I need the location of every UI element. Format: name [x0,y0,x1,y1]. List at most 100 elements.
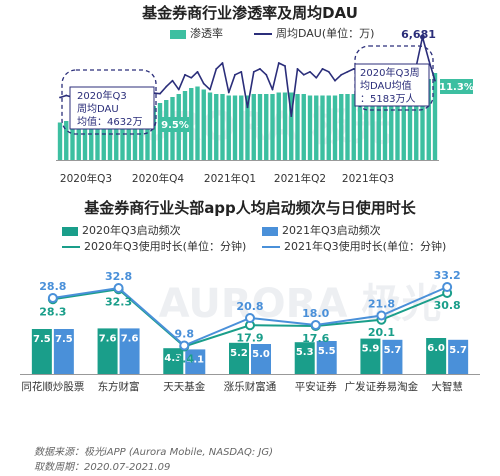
dau-point [315,76,318,79]
dau-point [296,68,299,70]
dau-point [65,94,68,97]
dau-point [227,91,230,94]
penetration-bar [339,94,344,160]
penetration-bar [139,109,144,160]
penetration-bar [95,118,100,160]
bar-2021q3 [448,339,469,374]
line-2021q3-point [442,282,453,292]
legend-label: 2020年Q3使用时长(单位：分钟) [84,240,247,253]
penetration-bar [82,121,88,160]
penetration-bar [414,88,419,160]
category-label: 天天基金 [163,380,205,393]
penetration-bar [420,85,425,160]
penetration-bar [239,95,244,160]
category-label: 涨乐财富通 [224,380,277,393]
badge-start-bg [161,117,189,132]
bar-label-2020q3: 5.9 [362,344,380,355]
x-tick-label: 2020年Q3 [60,172,112,185]
penetration-bar [307,95,313,160]
callout-2020q3-text: 均值：4632万 [77,115,142,128]
dau-point [190,76,193,79]
penetration-bar [145,107,150,160]
callout-2020q3-text: 2020年Q3 [77,89,127,102]
penetration-bar [195,86,200,160]
dau-point [171,79,174,82]
penetration-bar [245,95,250,160]
chart2-legend-2021-freq: 2021年Q3启动频次 [262,222,381,238]
dau-point [259,68,261,70]
dau-point [246,106,249,109]
dau-point [340,73,343,76]
badge-start-text: 9.5% [161,120,189,131]
dau-point [302,73,305,76]
chart2-plot: AURORA 极光 7.5 7.5 同花顺炒股票 7.6 7.6 东方财富 4.3 4.1 天天基… [20,269,480,393]
penetration-bar [257,94,263,160]
bar-2020q3 [360,338,381,374]
badge-end-text: 11.3% [439,82,474,93]
penetration-bar [376,94,381,160]
line-2021q3-point [310,320,321,330]
line-2021q3-point [245,313,255,323]
line-label-2021q3: 21.8 [368,298,395,311]
penetration-bar [314,95,319,160]
bar-2021q3 [119,328,140,374]
bar-label-2020q3: 4.3 [164,353,182,364]
bar-2021q3 [53,329,74,374]
penetration-bar [364,94,369,160]
chart1-legend-penetration: 渗透率 [170,25,223,41]
dau-point [215,68,218,70]
dau-point [252,70,255,73]
penetration-bar [207,92,213,160]
bar-label-2020q3: 7.6 [99,333,117,344]
x-tick-label: 2021年Q2 [274,172,326,185]
dau-point [59,96,61,99]
x-tick-label: 2021年Q1 [204,172,256,185]
bar-label-2021q3: 5.0 [252,349,270,360]
dau-point [177,88,180,91]
legend-swatch-area [170,29,186,39]
legend-label: 2021年Q3启动频次 [282,224,381,237]
penetration-bar [426,79,431,160]
category-label: 大智慧 [431,380,463,393]
penetration-bar [289,92,294,160]
watermark: AURORA 极光 [159,281,442,327]
bar-2021q3 [185,349,206,374]
bar-2020q3 [229,342,249,374]
bar-label-2021q3: 5.7 [384,345,402,356]
dau-point [427,59,430,61]
line-label-2020q3: 20.1 [368,326,395,339]
penetration-bar [232,95,238,160]
x-tick-label: 2020年Q4 [132,172,184,185]
dashed-box-2020 [61,69,157,135]
category-label: 同花顺炒股票 [21,380,84,393]
penetration-bar [151,106,156,160]
source-label: 数据来源：极光iAPP (Aurora Mobile, NASDAQ: JG) [34,447,273,458]
category-label: 广发证券易淘金 [345,380,419,393]
penetration-bar [276,92,281,160]
callout-2021q3-text: 2020年Q3周 [360,66,420,79]
penetration-bar [382,92,388,160]
dau-point [196,70,199,73]
penetration-bar [345,94,350,160]
penetration-bar [407,89,413,160]
penetration-bar [432,73,438,160]
dau-point [240,70,243,73]
callout-2021q3 [354,63,430,107]
peak-point [420,34,425,40]
line-label-2021q3: 9.8 [175,328,195,341]
penetration-bar [370,94,375,160]
penetration-bar [251,94,256,160]
penetration-bar [226,95,231,160]
bar-label-2021q3: 7.5 [55,334,73,345]
badge-end-bg [440,79,473,94]
dau-point [209,88,211,91]
peak-label: 6,681 [401,28,436,41]
chart2-legend-2020-time: 2020年Q3使用时长(单位：分钟) [62,238,246,254]
penetration-bar [301,94,306,160]
bar-2021q3 [316,341,337,374]
dau-point [434,79,436,82]
line-label-2021q3: 18.0 [302,307,329,320]
penetration-bar [107,116,113,160]
legend-label: 周均DAU(单位：万) [276,27,375,40]
